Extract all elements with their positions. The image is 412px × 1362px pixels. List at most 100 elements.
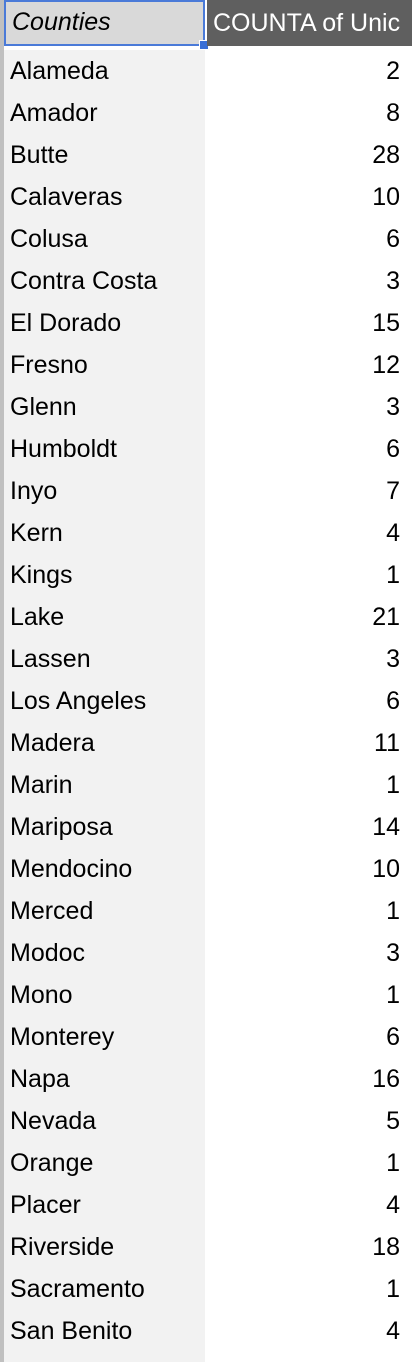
county-count-cell[interactable]: 12: [205, 344, 412, 386]
county-name-cell[interactable]: Humboldt: [4, 428, 205, 470]
county-name-cell[interactable]: Amador: [4, 92, 205, 134]
pivot-header-row: Counties COUNTA of Unic: [4, 0, 412, 50]
county-count-cell[interactable]: 10: [205, 176, 412, 218]
county-count-cell[interactable]: 7: [205, 470, 412, 512]
county-name-cell[interactable]: Monterey: [4, 1016, 205, 1058]
county-name-cell[interactable]: Kern: [4, 512, 205, 554]
county-name-cell[interactable]: Sacramento: [4, 1268, 205, 1310]
county-name-cell[interactable]: Glenn: [4, 386, 205, 428]
county-count-cell[interactable]: 21: [205, 596, 412, 638]
table-row: Lake 21: [4, 596, 412, 638]
county-name-cell[interactable]: Fresno: [4, 344, 205, 386]
county-count-cell[interactable]: 14: [205, 806, 412, 848]
county-count-cell[interactable]: 6: [205, 1016, 412, 1058]
table-row: Los Angeles 6: [4, 680, 412, 722]
county-name-cell[interactable]: Mariposa: [4, 806, 205, 848]
county-count-cell[interactable]: 1: [205, 890, 412, 932]
county-name-cell[interactable]: Mendocino: [4, 848, 205, 890]
table-row: Lassen 3: [4, 638, 412, 680]
county-name-cell[interactable]: Inyo: [4, 470, 205, 512]
table-row: Amador 8: [4, 92, 412, 134]
county-name-cell[interactable]: Butte: [4, 134, 205, 176]
county-name-cell[interactable]: Mono: [4, 974, 205, 1016]
county-count-cell[interactable]: 1: [205, 554, 412, 596]
table-row: Placer 4: [4, 1184, 412, 1226]
table-row: San Benito 4: [4, 1310, 412, 1352]
table-row: Mariposa 14: [4, 806, 412, 848]
county-name-cell[interactable]: Napa: [4, 1058, 205, 1100]
table-row: Mono 1: [4, 974, 412, 1016]
table-row: Glenn 3: [4, 386, 412, 428]
table-row: Monterey 6: [4, 1016, 412, 1058]
county-name-cell[interactable]: Orange: [4, 1142, 205, 1184]
table-row: Contra Costa 3: [4, 260, 412, 302]
county-count-cell[interactable]: 6: [205, 218, 412, 260]
table-row: Marin 1: [4, 764, 412, 806]
county-name-cell[interactable]: Modoc: [4, 932, 205, 974]
county-count-cell[interactable]: 3: [205, 260, 412, 302]
county-count-cell[interactable]: 6: [205, 428, 412, 470]
county-count-cell[interactable]: 16: [205, 1058, 412, 1100]
table-row: Calaveras 10: [4, 176, 412, 218]
county-name-cell[interactable]: Lassen: [4, 638, 205, 680]
table-row: Kern 4: [4, 512, 412, 554]
county-name-cell[interactable]: Los Angeles: [4, 680, 205, 722]
county-name-cell[interactable]: Marin: [4, 764, 205, 806]
table-row: Fresno 12: [4, 344, 412, 386]
county-name-cell[interactable]: El Dorado: [4, 302, 205, 344]
counties-header-cell[interactable]: Counties: [4, 0, 205, 46]
county-count-cell[interactable]: 18: [205, 1226, 412, 1268]
pivot-rows: Alameda 2 Amador 8 Butte 28 Calaveras 10 Colusa 6…: [4, 50, 412, 1352]
county-count-cell[interactable]: 4: [205, 1310, 412, 1352]
county-name-cell[interactable]: Calaveras: [4, 176, 205, 218]
county-count-cell[interactable]: 1: [205, 764, 412, 806]
table-row: El Dorado 15: [4, 302, 412, 344]
table-row: Madera 11: [4, 722, 412, 764]
counta-header-cell[interactable]: COUNTA of Unic: [207, 0, 412, 46]
county-count-cell[interactable]: 1: [205, 974, 412, 1016]
table-row: Nevada 5: [4, 1100, 412, 1142]
table-row: Inyo 7: [4, 470, 412, 512]
county-name-cell[interactable]: Nevada: [4, 1100, 205, 1142]
row-header-border: [0, 0, 4, 1362]
county-count-cell[interactable]: 11: [205, 722, 412, 764]
county-name-cell[interactable]: Contra Costa: [4, 260, 205, 302]
county-count-cell[interactable]: 4: [205, 1184, 412, 1226]
county-count-cell[interactable]: 2: [205, 50, 412, 92]
table-row: Mendocino 10: [4, 848, 412, 890]
county-name-cell[interactable]: Alameda: [4, 50, 205, 92]
table-row: Modoc 3: [4, 932, 412, 974]
table-row: Sacramento 1: [4, 1268, 412, 1310]
county-name-cell[interactable]: Madera: [4, 722, 205, 764]
county-name-cell[interactable]: San Benito: [4, 1310, 205, 1352]
county-name-cell[interactable]: Riverside: [4, 1226, 205, 1268]
county-name-cell[interactable]: Kings: [4, 554, 205, 596]
county-name-cell[interactable]: Colusa: [4, 218, 205, 260]
table-row: Humboldt 6: [4, 428, 412, 470]
county-count-cell[interactable]: 15: [205, 302, 412, 344]
table-row: Orange 1: [4, 1142, 412, 1184]
county-name-cell[interactable]: Merced: [4, 890, 205, 932]
county-count-cell[interactable]: 5: [205, 1100, 412, 1142]
table-row: Butte 28: [4, 134, 412, 176]
county-count-cell[interactable]: 3: [205, 386, 412, 428]
table-row: Kings 1: [4, 554, 412, 596]
county-name-cell[interactable]: Placer: [4, 1184, 205, 1226]
county-count-cell[interactable]: 10: [205, 848, 412, 890]
county-count-cell[interactable]: 1: [205, 1142, 412, 1184]
county-count-cell[interactable]: 3: [205, 638, 412, 680]
county-name-cell[interactable]: Lake: [4, 596, 205, 638]
table-row: Merced 1: [4, 890, 412, 932]
county-count-cell[interactable]: 6: [205, 680, 412, 722]
county-count-cell[interactable]: 1: [205, 1268, 412, 1310]
county-count-cell[interactable]: 8: [205, 92, 412, 134]
table-row: Alameda 2: [4, 50, 412, 92]
county-count-cell[interactable]: 3: [205, 932, 412, 974]
row-label-column-continuation: [4, 1352, 205, 1362]
table-row: Riverside 18: [4, 1226, 412, 1268]
table-row: Colusa 6: [4, 218, 412, 260]
county-count-cell[interactable]: 28: [205, 134, 412, 176]
county-count-cell[interactable]: 4: [205, 512, 412, 554]
table-row: Napa 16: [4, 1058, 412, 1100]
